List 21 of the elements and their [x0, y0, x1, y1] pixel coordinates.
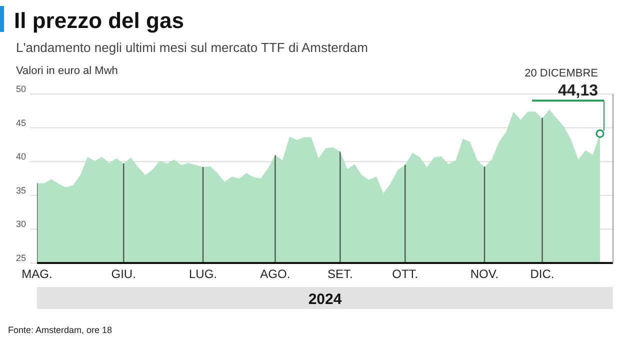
y-axis-title: Valori in euro al Mwh: [16, 65, 118, 77]
y-tick-label: 40: [16, 152, 26, 162]
chart-subtitle: L'andamento negli ultimi mesi sul mercato TTF di Amsterdam: [16, 40, 368, 55]
chart-title: Il prezzo del gas: [14, 8, 184, 33]
y-tick-label: 25: [16, 253, 26, 263]
x-tick-label: MAG.: [22, 267, 52, 281]
x-tick-label: GIU.: [111, 267, 136, 281]
x-tick-label: DIC.: [530, 267, 554, 281]
y-tick-label: 45: [16, 118, 26, 128]
x-tick-label: SET.: [327, 267, 353, 281]
x-tick-label: LUG.: [189, 267, 218, 281]
y-tick-label: 30: [16, 219, 26, 230]
data-label: 44,13: [558, 82, 598, 100]
source-note: Fonte: Amsterdam, ore 18: [8, 325, 112, 335]
x-tick-label: NOV.: [470, 267, 499, 281]
y-tick-label: 50: [16, 84, 26, 94]
x-axis-title: 2024: [308, 291, 342, 308]
y-tick-label: 35: [16, 185, 26, 196]
text: 20 DICEMBRE: [524, 68, 598, 80]
x-tick-label: AGO.: [260, 267, 290, 281]
x-tick-label: OTT.: [392, 267, 418, 281]
